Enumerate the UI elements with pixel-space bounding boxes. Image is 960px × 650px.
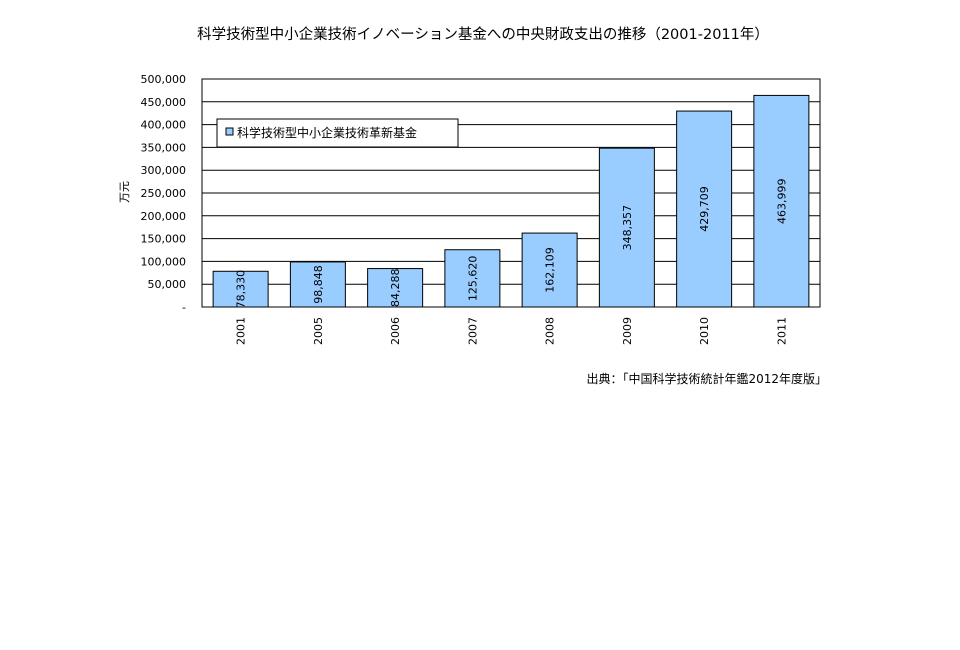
x-tick-label: 2007	[466, 317, 479, 345]
y-axis-label: 万元	[118, 181, 131, 203]
y-tick-label: 300,000	[141, 164, 187, 177]
bar	[289, 261, 346, 308]
x-tick-label: 2011	[775, 317, 788, 345]
y-tick-label: 200,000	[141, 210, 187, 223]
x-tick-label: 2006	[389, 317, 402, 345]
data-label: 98,848	[312, 265, 325, 304]
legend-label: 科学技術型中小企業技術革新基金	[237, 125, 417, 140]
data-label: 162,109	[544, 247, 557, 293]
source-note: 出典：「中国科学技術統計年鑑2012年度版」	[586, 371, 827, 386]
legend-swatch	[225, 127, 234, 136]
data-labels: 78,330 98,848 84,288 125,620 162,109 348,357 4…	[235, 178, 789, 308]
data-label: 429,709	[698, 186, 711, 232]
bars	[212, 94, 810, 308]
bar	[753, 94, 810, 308]
plot-border	[201, 78, 821, 308]
data-label: 125,620	[466, 256, 479, 302]
bar	[212, 270, 269, 308]
y-tick-label: 150,000	[141, 233, 187, 246]
y-tick-label: 400,000	[141, 119, 187, 132]
x-tick-label: 2008	[544, 317, 557, 345]
y-tick-label: 100,000	[141, 255, 187, 268]
bar	[444, 249, 501, 308]
legend-box	[216, 118, 459, 148]
data-label: 463,999	[775, 178, 788, 224]
y-tick-label: 50,000	[148, 278, 187, 291]
x-tick-label: 2001	[235, 317, 248, 345]
data-label: 84,288	[389, 269, 402, 308]
x-axis-tick-labels: 2001 2005 2006 2007 2008 2009 2010 2011	[235, 317, 789, 345]
data-label: 78,330	[235, 270, 248, 309]
x-tick-label: 2005	[312, 317, 325, 345]
y-tick-label: 500,000	[141, 73, 187, 86]
y-axis-tick-labels: - 50,000 100,000 150,000 200,000 250,000 300,0…	[141, 73, 187, 314]
y-tick-label: -	[182, 301, 186, 314]
bar	[676, 110, 733, 308]
data-label: 348,357	[621, 205, 634, 251]
y-tick-label: 350,000	[141, 141, 187, 154]
x-tick-label: 2009	[621, 317, 634, 345]
chart-title: 科学技術型中小企業技術イノベーション基金への中央財政支出の推移（2001-201…	[197, 25, 769, 43]
y-tick-label: 250,000	[141, 187, 187, 200]
x-tick-label: 2010	[698, 317, 711, 345]
y-tick-label: 450,000	[141, 96, 187, 109]
legend: 科学技術型中小企業技術革新基金	[216, 118, 459, 148]
